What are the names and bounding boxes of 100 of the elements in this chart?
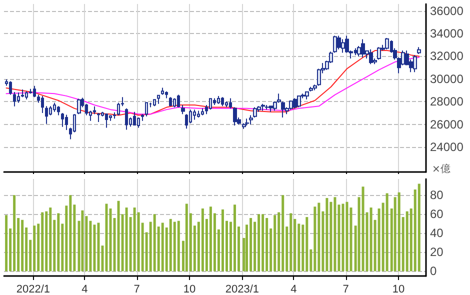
bar bbox=[234, 204, 236, 272]
candlestick bbox=[249, 114, 253, 125]
bar bbox=[370, 208, 372, 272]
candlestick bbox=[53, 102, 56, 112]
bar bbox=[69, 195, 72, 272]
candlestick bbox=[305, 90, 309, 100]
candlestick bbox=[242, 122, 246, 130]
y-tick-label: 24000 bbox=[430, 140, 464, 154]
candlestick bbox=[65, 114, 68, 130]
candlestick bbox=[209, 98, 212, 110]
candlestick bbox=[17, 92, 20, 104]
candlestick bbox=[157, 94, 160, 104]
x-tick-label: 4 bbox=[82, 284, 88, 295]
candlestick bbox=[57, 106, 60, 116]
bar bbox=[209, 206, 212, 272]
y-tick-label: 28000 bbox=[430, 94, 464, 109]
candlestick bbox=[185, 114, 188, 130]
candlestick bbox=[113, 112, 116, 120]
candlestick bbox=[417, 46, 421, 54]
candlestick bbox=[269, 105, 273, 112]
bar bbox=[418, 184, 420, 272]
candlestick bbox=[141, 114, 144, 122]
y-axis-title: ×億 bbox=[432, 163, 450, 175]
candlestick bbox=[9, 80, 12, 96]
candlestick bbox=[265, 104, 269, 110]
bar bbox=[109, 208, 112, 272]
bar bbox=[41, 212, 44, 272]
bar bbox=[262, 214, 264, 272]
bar bbox=[318, 202, 320, 272]
candlestick bbox=[41, 95, 44, 114]
candlestick bbox=[153, 98, 156, 107]
x-tick-label: 7 bbox=[134, 284, 140, 295]
bar bbox=[274, 215, 276, 272]
candlestick bbox=[233, 106, 237, 126]
bar bbox=[258, 214, 260, 272]
bar bbox=[125, 208, 128, 272]
bar bbox=[105, 204, 108, 272]
bar bbox=[334, 197, 336, 272]
bar bbox=[221, 209, 224, 272]
candlestick bbox=[145, 102, 148, 117]
candlestick bbox=[173, 98, 176, 108]
bar bbox=[346, 202, 348, 272]
y-tick-label: 36000 bbox=[430, 4, 464, 18]
bar bbox=[13, 195, 16, 272]
bar bbox=[153, 214, 156, 272]
bar bbox=[81, 210, 84, 272]
x-tick-label: 2022/1 bbox=[16, 284, 50, 295]
bar bbox=[250, 218, 252, 272]
bar bbox=[133, 208, 136, 272]
bar bbox=[326, 198, 328, 272]
candlestick bbox=[289, 100, 293, 110]
bar bbox=[33, 226, 36, 272]
candlestick bbox=[229, 98, 232, 109]
bar bbox=[398, 192, 400, 272]
candlestick bbox=[97, 112, 100, 123]
candlestick bbox=[181, 104, 185, 115]
x-tick-label: 2023/1 bbox=[225, 284, 260, 295]
bar bbox=[386, 193, 388, 272]
bar bbox=[161, 222, 164, 272]
candlestick bbox=[25, 90, 28, 100]
candlestick bbox=[313, 84, 317, 91]
y-tick-label: 26000 bbox=[430, 117, 464, 132]
candlestick bbox=[341, 38, 345, 54]
x-tick-label: 10 bbox=[183, 284, 196, 295]
candlestick bbox=[297, 95, 301, 108]
x-tick-label: 4 bbox=[290, 284, 297, 295]
y-tick-label: 0 bbox=[430, 264, 437, 278]
candlestick bbox=[77, 98, 81, 115]
candlestick bbox=[253, 106, 257, 118]
bar bbox=[49, 208, 52, 272]
candlestick bbox=[177, 94, 180, 108]
bar bbox=[306, 217, 308, 272]
candlestick bbox=[213, 98, 216, 106]
candlestick bbox=[385, 38, 389, 50]
bar bbox=[57, 213, 60, 272]
candlestick bbox=[293, 98, 297, 109]
bar bbox=[93, 224, 96, 272]
candlestick bbox=[413, 54, 417, 73]
candlestick bbox=[133, 111, 136, 126]
candlestick bbox=[161, 87, 164, 96]
bar bbox=[406, 211, 408, 272]
candlestick bbox=[377, 46, 381, 60]
candlestick bbox=[193, 109, 196, 120]
candlestick bbox=[309, 86, 313, 92]
y-tick-label: 20 bbox=[430, 245, 444, 260]
y-tick-label: 30000 bbox=[430, 72, 464, 86]
y-tick-label: 80 bbox=[430, 188, 444, 202]
bar bbox=[201, 208, 204, 272]
candlestick bbox=[125, 108, 128, 130]
candlestick bbox=[225, 101, 228, 108]
bar bbox=[185, 204, 188, 272]
bar bbox=[169, 218, 172, 272]
bar bbox=[290, 213, 292, 272]
x-tick-label: 10 bbox=[392, 284, 405, 295]
y-tick-label: 40 bbox=[430, 226, 444, 240]
bar bbox=[342, 204, 344, 272]
candlestick bbox=[165, 90, 168, 99]
candlestick bbox=[197, 110, 200, 118]
candlestick bbox=[61, 112, 64, 128]
x-tick-label: 7 bbox=[342, 284, 349, 295]
